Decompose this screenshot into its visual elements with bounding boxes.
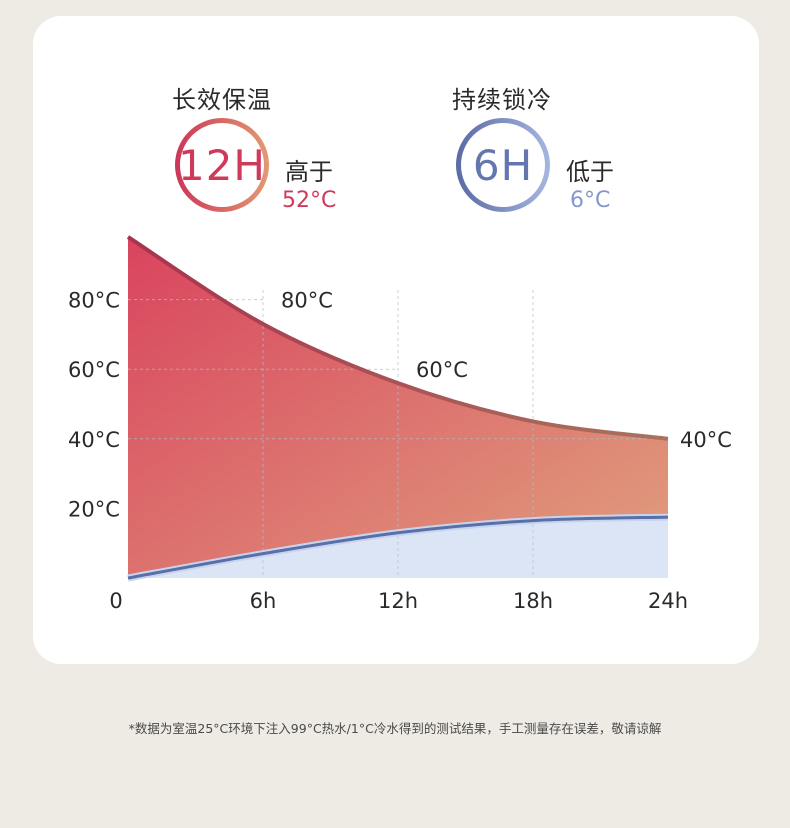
x-tick-label: 24h [648, 589, 688, 613]
y-tick-label: 80°C [68, 289, 120, 313]
x-tick-label: 6h [250, 589, 277, 613]
annotation-label: 40°C [680, 428, 732, 452]
y-tick-label: 20°C [68, 497, 120, 521]
x-tick-label: 18h [513, 589, 553, 613]
x-tick-label: 0 [109, 589, 122, 613]
below-temp: 6°C [570, 188, 611, 213]
cold-series-line [127, 515, 669, 580]
six-hour-ring: 6H [456, 118, 550, 212]
above-temp: 52°C [282, 188, 337, 213]
annotation-label: 60°C [416, 358, 468, 382]
annotation-label: 80°C [281, 289, 333, 313]
x-tick-label: 12h [378, 589, 418, 613]
hot-area [128, 236, 668, 578]
six-hour-value: 6H [461, 123, 545, 207]
insulation-title: 长效保温 [172, 86, 272, 114]
hot-series-line [126, 235, 669, 441]
footnote: *数据为室温25°C环境下注入99°C热水/1°C冷水得到的测试结果，手工测量存… [128, 721, 662, 736]
below-label: 低于 [566, 158, 614, 186]
above-label: 高于 [285, 158, 333, 186]
twelve-hour-value: 12H [178, 123, 265, 207]
twelve-hour-ring: 12H [175, 118, 269, 212]
y-tick-label: 40°C [68, 428, 120, 452]
cold-keep-title: 持续锁冷 [452, 86, 552, 114]
y-tick-label: 60°C [68, 358, 120, 382]
